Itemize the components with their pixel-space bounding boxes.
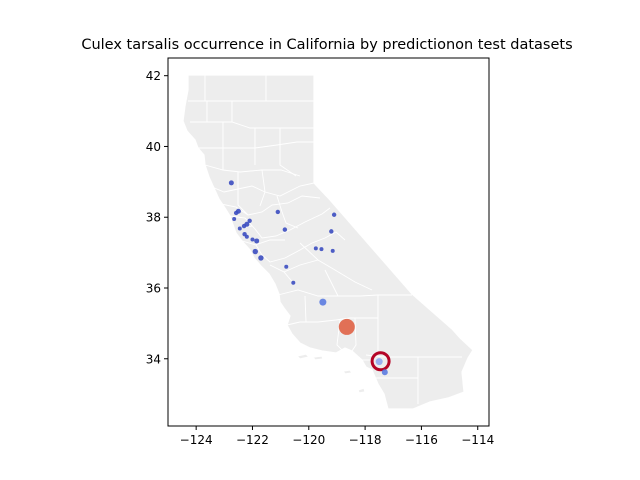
prediction-point [244,234,249,239]
prediction-point [254,238,260,244]
prediction-point [381,369,388,376]
prediction-point [375,358,383,366]
prediction-point [291,280,296,285]
channel-island-2 [311,355,324,361]
y-axis-ticks: 34 36 38 40 42 [146,69,168,366]
plot-frame [167,57,490,427]
x-tick-label: −114 [461,433,494,447]
prediction-point [330,248,335,253]
x-tick-label: −120 [292,433,325,447]
prediction-point [284,264,289,269]
prediction-point [232,217,237,221]
prediction-point [331,212,337,217]
x-tick-label: −116 [405,433,438,447]
channel-island-1 [295,353,311,360]
prediction-points [228,180,391,376]
prediction-point [282,227,288,232]
x-tick-label: −122 [236,433,269,447]
prediction-point [258,255,264,261]
x-tick-label: −118 [349,433,382,447]
x-axis-ticks: −124 −122 −120 −118 −116 −114 [180,426,494,447]
y-tick-label: 38 [146,211,161,225]
prediction-point [319,247,324,252]
y-tick-label: 42 [146,69,161,83]
prediction-point [241,223,247,229]
prediction-point [319,298,327,306]
county-borders [188,75,462,404]
channel-island-3 [341,369,354,375]
prediction-point [329,229,334,234]
california-state-shape [182,74,474,410]
prediction-point [313,246,318,251]
prediction-point [237,226,242,231]
prediction-point [228,180,234,186]
prediction-point [250,237,255,242]
prediction-point [252,248,258,255]
axes: −124 −122 −120 −118 −116 −114 34 36 38 40 42 [146,57,494,447]
y-tick-label: 40 [146,140,161,154]
x-tick-label: −124 [180,433,213,447]
prediction-point-ring [370,351,391,372]
prediction-point [338,318,355,335]
prediction-point [275,209,281,215]
prediction-point [233,210,239,216]
y-tick-label: 34 [146,352,161,366]
california-map [182,74,474,410]
channel-island-4 [357,387,366,394]
prediction-point [247,218,252,223]
chart-title: Culex tarsalis occurrence in California … [81,37,572,53]
y-tick-label: 36 [146,282,161,296]
